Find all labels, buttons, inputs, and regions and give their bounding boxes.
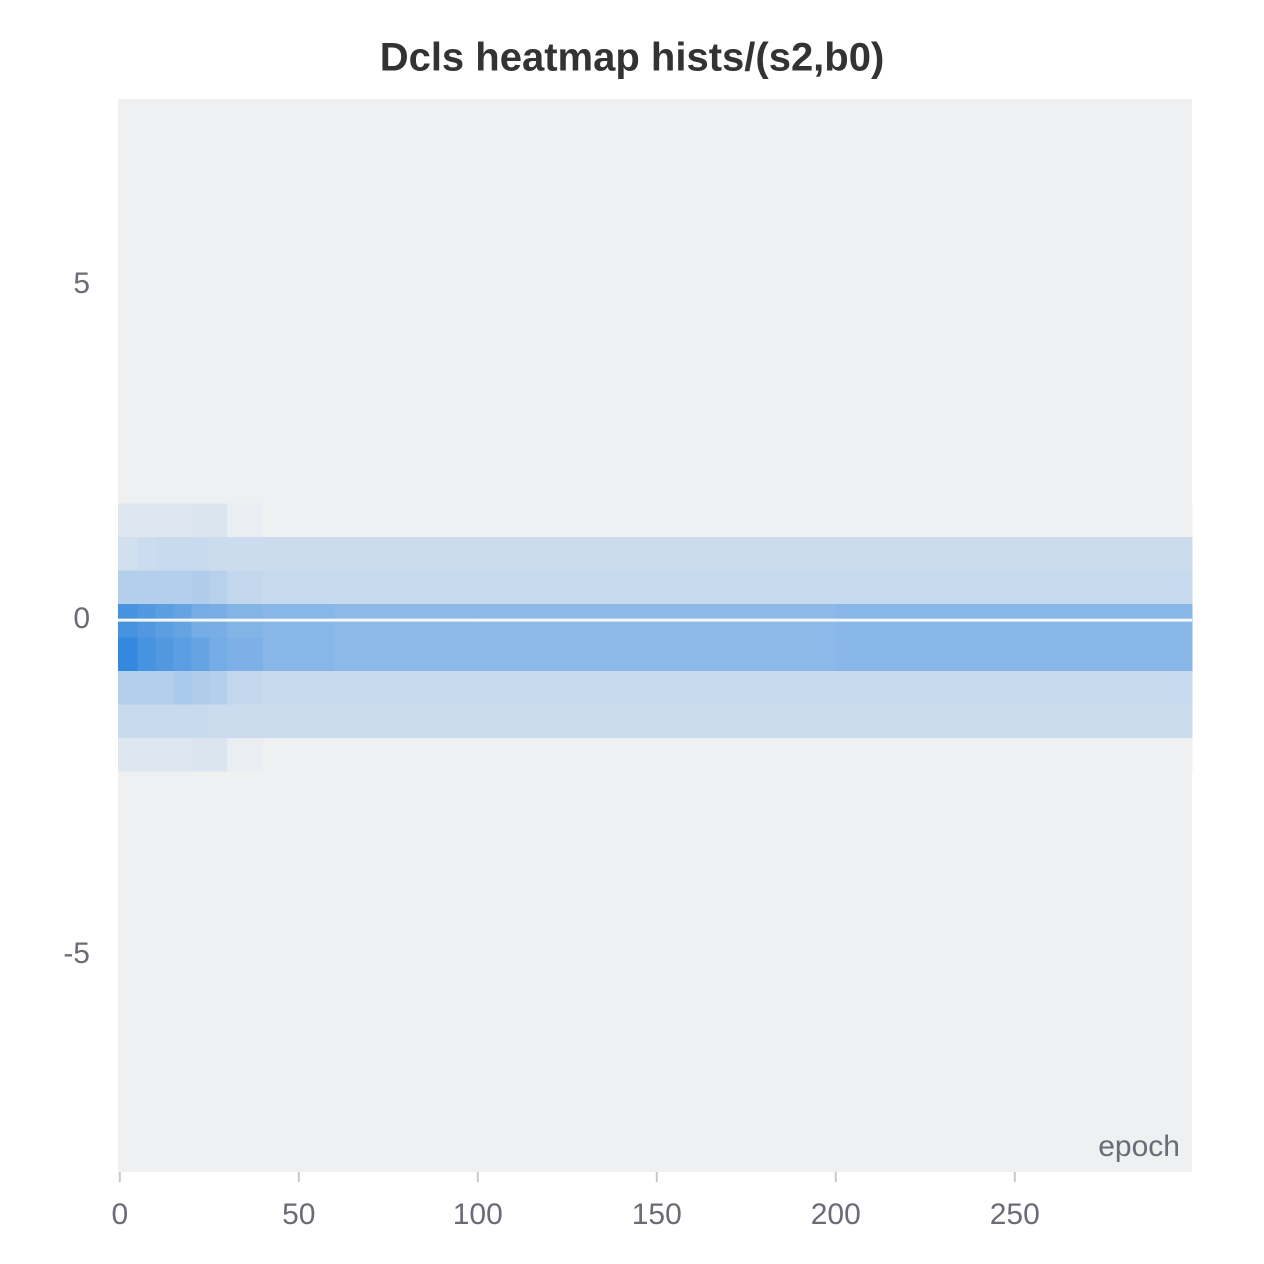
heatmap-cell: [155, 570, 174, 605]
heatmap-cell: [191, 537, 210, 571]
heatmap-cell: [477, 737, 837, 772]
heatmap-cell: [209, 637, 228, 671]
heatmap-cell: [262, 737, 336, 772]
heatmap-cell: [227, 704, 264, 738]
heatmap-cell: [209, 737, 228, 772]
heatmap-cell: [334, 637, 479, 671]
heatmap-cell: [209, 570, 228, 605]
x-tick-label: 200: [811, 1198, 861, 1231]
heatmap-cell: [155, 737, 174, 772]
heatmap-cell: [334, 704, 479, 738]
heatmap-cell: [173, 704, 192, 738]
heatmap-cell: [477, 704, 837, 738]
heatmap-cell: [118, 570, 139, 605]
x-tick-label: 100: [453, 1198, 503, 1231]
heatmap-cell: [227, 503, 264, 538]
heatmap-cell: [118, 503, 139, 538]
heatmap-cell: [209, 503, 228, 538]
heatmap-cell: [227, 637, 264, 671]
heatmap-cell: [334, 570, 479, 605]
heatmap-cell: [262, 637, 336, 671]
heatmap-cell: [137, 737, 157, 772]
heatmap-cell: [191, 737, 210, 772]
heatmap-cell: [118, 670, 139, 705]
heatmap-cell: [173, 670, 192, 705]
heatmap-cell: [477, 637, 837, 671]
heatmap-cell: [262, 537, 336, 571]
heatmap-cell: [334, 670, 479, 705]
x-axis-label: epoch: [1098, 1130, 1180, 1163]
heatmap-cell: [227, 537, 264, 571]
heatmap-cell: [191, 570, 210, 605]
heatmap-cell: [118, 637, 139, 671]
heatmap-cell: [262, 570, 336, 605]
heatmap-cell: [262, 704, 336, 738]
heatmap-cell: [209, 704, 228, 738]
heatmap-cell: [209, 537, 228, 571]
heatmap-cell: [155, 670, 174, 705]
heatmap-cell: [173, 637, 192, 671]
heatmap-cell: [191, 704, 210, 738]
heatmap-cell: [227, 570, 264, 605]
heatmap-cell: [191, 503, 210, 538]
heatmap-cell: [477, 537, 837, 571]
heatmap-cell: [334, 503, 479, 538]
y-tick-label: 0: [73, 602, 90, 635]
heatmap-cell: [137, 670, 157, 705]
heatmap-cell: [334, 537, 479, 571]
x-tick-label: 150: [632, 1198, 682, 1231]
heatmap-cell: [477, 570, 837, 605]
heatmap-cell: [835, 537, 1193, 571]
heatmap-cell: [173, 737, 192, 772]
heatmap-cell: [835, 704, 1193, 738]
heatmap-cell: [835, 637, 1193, 671]
heatmap-cell: [191, 670, 210, 705]
chart-title: Dcls heatmap hists/(s2,b0): [380, 36, 885, 80]
heatmap-cell: [334, 737, 479, 772]
x-tick-label: 50: [282, 1198, 315, 1231]
heatmap-cell: [209, 670, 228, 705]
heatmap-cell: [477, 503, 837, 538]
y-tick-label: 5: [73, 267, 90, 300]
heatmap-cell: [118, 737, 139, 772]
y-tick-label: -5: [63, 937, 90, 970]
heatmap-cell: [477, 670, 837, 705]
heatmap-cell: [191, 637, 210, 671]
heatmap-cell: [118, 537, 139, 571]
heatmap-cell: [155, 537, 174, 571]
x-tick-label: 0: [111, 1198, 128, 1231]
heatmap-cell: [173, 537, 192, 571]
heatmap-cell: [118, 704, 139, 738]
heatmap-cell: [155, 637, 174, 671]
heatmap-cell: [173, 570, 192, 605]
heatmap-cell: [835, 670, 1193, 705]
heatmap-cell: [137, 503, 157, 538]
heatmap-cell: [227, 737, 264, 772]
heatmap-cell: [137, 537, 157, 571]
heatmap-cell: [155, 503, 174, 538]
heatmap-cell: [137, 570, 157, 605]
heatmap-cell: [137, 704, 157, 738]
heatmap-cell: [137, 637, 157, 671]
heatmap-cell: [227, 670, 264, 705]
heatmap-cell: [835, 570, 1193, 605]
heatmap-cell: [155, 704, 174, 738]
heatmap-cell: [835, 503, 1193, 538]
heatmap-cell: [173, 503, 192, 538]
heatmap-cell: [262, 670, 336, 705]
heatmap-cell: [262, 503, 336, 538]
heatmap-cell: [835, 737, 1193, 772]
x-tick-label: 250: [990, 1198, 1040, 1231]
